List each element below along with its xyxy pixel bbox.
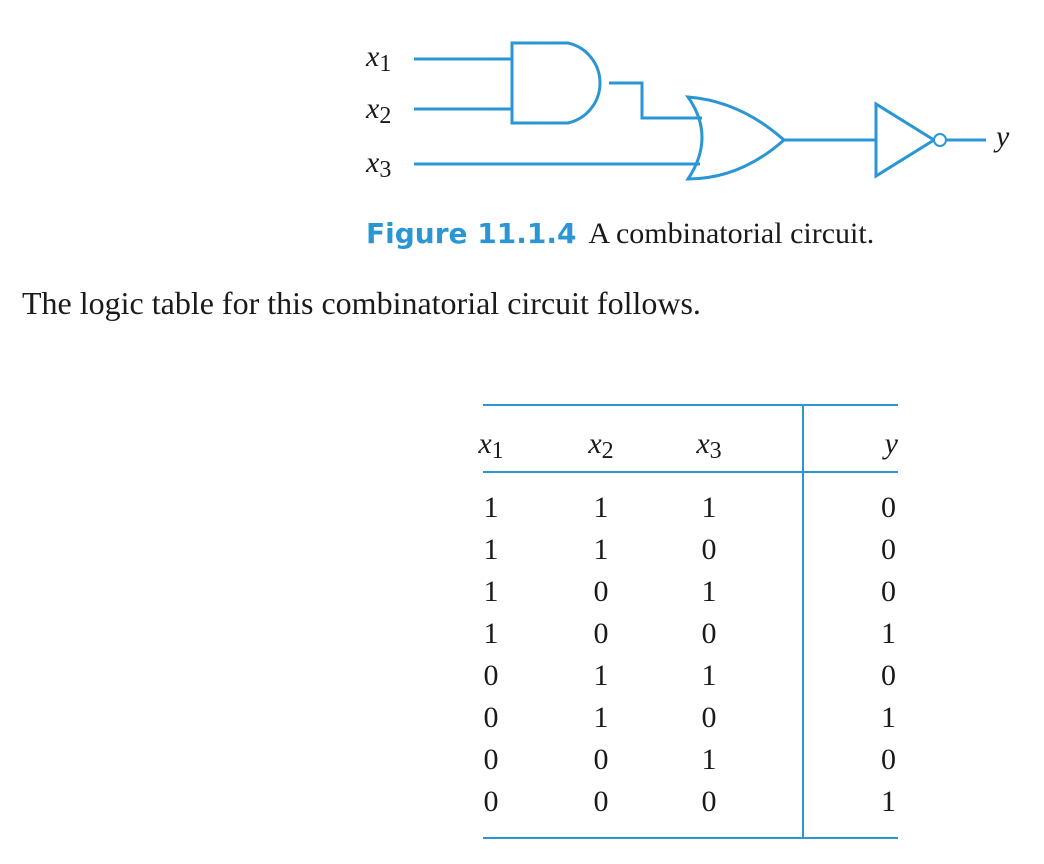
header-var: x — [478, 427, 492, 460]
header-subscript: 1 — [491, 438, 504, 464]
combinatorial-circuit-diagram — [414, 41, 986, 181]
intro-paragraph: The logic table for this combinatorial c… — [22, 285, 701, 321]
table-header-y: y — [838, 426, 898, 462]
table-cell-r4-x3: 0 — [701, 617, 717, 650]
table-cell-r5-x1: 0 — [483, 659, 499, 692]
table-top-rule — [483, 404, 898, 406]
table-cell-r3-x2: 0 — [593, 575, 609, 608]
table-cell-r2-x1: 1 — [483, 533, 499, 566]
input-label-x1: x1 — [366, 40, 392, 77]
table-cell-r3-x1: 1 — [483, 575, 499, 608]
and-gate — [510, 41, 602, 125]
header-subscript: 3 — [709, 438, 722, 464]
table-header-rule — [483, 471, 898, 473]
figure-caption: Figure 11.1.4 A combinatorial circuit. — [366, 214, 874, 254]
table-cell-r3-x3: 1 — [701, 575, 717, 608]
table-cell-r7-x1: 0 — [483, 743, 499, 776]
table-cell-r8-y: 1 — [881, 785, 896, 818]
table-cell-r1-y: 0 — [881, 491, 896, 524]
table-cell-r7-x3: 1 — [701, 743, 717, 776]
input-var: x — [366, 146, 380, 179]
header-subscript: 2 — [601, 438, 614, 464]
input-subscript: 2 — [379, 103, 392, 129]
input-var: x — [366, 40, 380, 73]
table-cell-r7-y: 0 — [881, 743, 896, 776]
table-cell-r4-x2: 0 — [593, 617, 609, 650]
table-cell-r4-x1: 1 — [483, 617, 499, 650]
output-var: y — [996, 120, 1010, 153]
table-cell-r8-x2: 0 — [593, 785, 609, 818]
input-label-x2: x2 — [366, 92, 392, 129]
table-cell-r6-x1: 0 — [483, 701, 499, 734]
table-cell-r8-x3: 0 — [701, 785, 717, 818]
input-subscript: 1 — [379, 51, 392, 77]
table-header-x2: x2 — [571, 426, 631, 469]
figure-caption-text: A combinatorial circuit. — [588, 217, 875, 250]
table-cell-r5-x2: 1 — [593, 659, 609, 692]
table-bottom-rule — [483, 837, 898, 839]
header-var: y — [884, 427, 898, 460]
not-gate-bubble — [933, 133, 947, 147]
input-var: x — [366, 92, 380, 125]
table-cell-r6-x3: 0 — [701, 701, 717, 734]
figure-number: Figure 11.1.4 — [366, 217, 577, 250]
header-var: x — [588, 427, 602, 460]
input-wires — [414, 57, 700, 166]
input-subscript: 3 — [379, 157, 392, 183]
input-label-x3: x3 — [366, 146, 392, 183]
table-cell-r6-x2: 1 — [593, 701, 609, 734]
table-cell-r1-x2: 1 — [593, 491, 609, 524]
table-header-x3: x3 — [679, 426, 739, 469]
table-cell-r2-x2: 1 — [593, 533, 609, 566]
table-cell-r5-x3: 1 — [701, 659, 717, 692]
table-cell-r3-y: 0 — [881, 575, 896, 608]
table-cell-r2-y: 0 — [881, 533, 896, 566]
or-gate — [684, 95, 787, 181]
table-cell-r1-x1: 1 — [483, 491, 499, 524]
table-cell-r8-x1: 0 — [483, 785, 499, 818]
table-cell-r5-y: 0 — [881, 659, 896, 692]
wire-and-to-or — [609, 81, 702, 120]
table-cell-r1-x3: 1 — [701, 491, 717, 524]
not-gate — [874, 101, 937, 179]
header-var: x — [696, 427, 710, 460]
table-cell-r7-x2: 0 — [593, 743, 609, 776]
table-cell-r6-y: 1 — [881, 701, 896, 734]
table-header-x1: x1 — [461, 426, 521, 469]
table-column-divider — [802, 404, 804, 839]
output-label-y: y — [996, 122, 1009, 152]
table-cell-r2-x3: 0 — [701, 533, 717, 566]
table-cell-r4-y: 1 — [881, 617, 896, 650]
